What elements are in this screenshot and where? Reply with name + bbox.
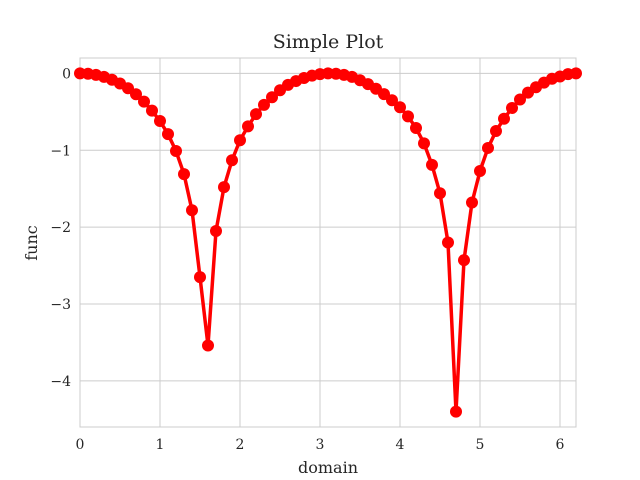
data-point: [458, 254, 470, 267]
data-point: [410, 121, 422, 134]
data-point: [426, 158, 438, 171]
data-point: [434, 187, 446, 200]
y-tick-label: −2: [50, 220, 71, 236]
y-tick-label: −3: [50, 297, 71, 313]
data-point: [234, 134, 246, 147]
data-point: [226, 154, 238, 167]
y-tick-label: −1: [50, 143, 71, 159]
plot-frame: [79, 57, 577, 428]
data-point: [138, 95, 150, 108]
y-axis-label: func: [22, 225, 41, 261]
y-tick-label: −4: [50, 374, 71, 390]
data-point: [490, 125, 502, 138]
data-point: [394, 101, 406, 114]
x-tick-label: 3: [316, 437, 325, 453]
data-point: [130, 88, 142, 101]
data-point: [218, 181, 230, 194]
data-point: [418, 137, 430, 150]
data-point: [178, 168, 190, 181]
data-point: [146, 104, 158, 117]
data-point: [442, 236, 454, 249]
data-point: [474, 165, 486, 178]
data-point: [506, 101, 518, 114]
data-point: [250, 108, 262, 121]
x-tick-label: 2: [236, 437, 245, 453]
series-layer: [74, 67, 582, 418]
data-point: [194, 271, 206, 284]
x-axis-label: domain: [298, 458, 358, 477]
data-point: [450, 405, 462, 418]
data-point: [482, 141, 494, 154]
tick-labels: 0 1 2 3 4 5 6 0 −1 −2 −3 −4: [50, 66, 564, 453]
y-tick-label: 0: [62, 66, 71, 82]
x-tick-label: 0: [76, 437, 85, 453]
data-point: [386, 94, 398, 107]
data-point: [258, 98, 270, 111]
x-tick-label: 5: [476, 437, 485, 453]
data-point: [242, 120, 254, 133]
data-point: [514, 93, 526, 106]
data-point: [170, 145, 182, 158]
x-tick-label: 6: [556, 437, 565, 453]
data-point: [186, 204, 198, 217]
data-point: [466, 196, 478, 209]
data-point: [162, 128, 174, 141]
data-point: [570, 67, 582, 80]
data-point: [210, 224, 222, 237]
data-point: [154, 115, 166, 128]
data-point: [266, 91, 278, 104]
x-tick-label: 4: [396, 437, 405, 453]
data-point: [202, 339, 214, 352]
data-point: [498, 112, 510, 125]
data-point: [402, 110, 414, 123]
chart-title: Simple Plot: [273, 31, 384, 53]
x-tick-label: 1: [156, 437, 165, 453]
